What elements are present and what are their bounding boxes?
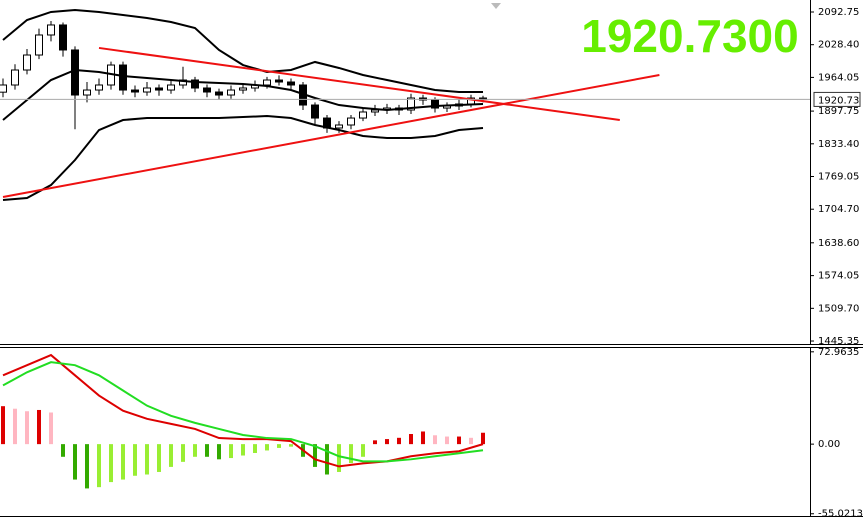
y-tick-label: 1509.70 bbox=[818, 303, 859, 314]
candle-body bbox=[311, 104, 319, 119]
candle-body bbox=[23, 54, 31, 71]
histogram-bar bbox=[421, 431, 425, 445]
y-tick-label: 2028.40 bbox=[818, 40, 859, 51]
y-tick-label: 72.9635 bbox=[818, 347, 859, 358]
candle-body bbox=[167, 84, 175, 91]
histogram-bar bbox=[205, 444, 209, 457]
histogram-bar bbox=[133, 444, 137, 476]
y-tick-label: 1964.05 bbox=[818, 72, 859, 83]
histogram-bar bbox=[229, 444, 233, 459]
histogram-bar bbox=[433, 435, 437, 445]
last-price-label: 1920.73 bbox=[818, 95, 859, 106]
macd-line bbox=[2, 361, 484, 463]
candle-body bbox=[263, 79, 271, 86]
histogram-bar bbox=[193, 444, 197, 457]
candle-body bbox=[239, 87, 247, 91]
histogram-bar bbox=[121, 444, 125, 480]
histogram-bar bbox=[157, 444, 161, 472]
candle-body bbox=[59, 24, 67, 51]
y-tick-label: 1574.05 bbox=[818, 271, 859, 282]
y-tick-label: 1445.35 bbox=[818, 336, 859, 347]
price-plot bbox=[0, 8, 810, 202]
candle-body bbox=[0, 84, 7, 93]
histogram-bar bbox=[145, 444, 149, 475]
bollinger-band bbox=[2, 68, 484, 121]
candle-body bbox=[47, 24, 55, 36]
candle-body bbox=[407, 97, 415, 111]
histogram-bar bbox=[109, 444, 113, 483]
chart-title: 1920.7300 bbox=[581, 10, 798, 62]
histogram-bar bbox=[481, 432, 485, 445]
histogram-bar bbox=[37, 409, 41, 445]
candle-body bbox=[335, 124, 343, 129]
candle-body bbox=[191, 79, 199, 89]
histogram-bar bbox=[409, 434, 413, 445]
y-tick-label: 1897.75 bbox=[818, 106, 859, 117]
y-tick-label: 1833.40 bbox=[818, 139, 859, 150]
candle-body bbox=[11, 69, 19, 86]
candle-body bbox=[371, 109, 379, 113]
histogram-bar bbox=[181, 444, 185, 462]
candle-body bbox=[83, 89, 91, 96]
histogram-bar bbox=[265, 444, 269, 451]
histogram-bar bbox=[445, 436, 449, 445]
candle-body bbox=[155, 87, 163, 91]
histogram-bar bbox=[85, 444, 89, 489]
histogram-bar bbox=[169, 444, 173, 467]
histogram-bar bbox=[217, 444, 221, 460]
y-tick-label: 1769.05 bbox=[818, 172, 859, 183]
bollinger-band bbox=[2, 8, 483, 94]
histogram-bar bbox=[241, 444, 245, 456]
last-price-box bbox=[813, 91, 861, 107]
histogram-bar bbox=[385, 439, 389, 445]
trend-line bbox=[2, 74, 660, 198]
histogram-bar bbox=[337, 444, 341, 472]
candle-body bbox=[131, 89, 139, 93]
candle-body bbox=[203, 87, 211, 93]
candle-body bbox=[119, 64, 127, 91]
macd-line bbox=[2, 353, 484, 468]
histogram-bar bbox=[325, 444, 329, 475]
histogram-bar bbox=[469, 437, 473, 445]
histogram-bar bbox=[1, 406, 5, 445]
candle-body bbox=[431, 99, 439, 109]
histogram-bar bbox=[361, 444, 365, 457]
histogram-bar bbox=[25, 411, 29, 445]
y-tick-label: 1704.70 bbox=[818, 204, 859, 215]
candle-body bbox=[71, 49, 79, 96]
candle-body bbox=[95, 84, 103, 91]
histogram-bar bbox=[277, 444, 281, 448]
histogram-bar bbox=[313, 444, 317, 467]
y-tick-label: -55.0213 bbox=[818, 509, 863, 520]
histogram-bar bbox=[253, 444, 257, 453]
candle-body bbox=[359, 111, 367, 119]
shift-marker bbox=[491, 3, 501, 9]
candle-body bbox=[287, 81, 295, 86]
histogram-bar bbox=[73, 444, 77, 480]
candle-body bbox=[275, 79, 283, 83]
histogram-bar bbox=[289, 444, 293, 447]
candle-body bbox=[227, 89, 235, 96]
indicator-plot bbox=[1, 353, 485, 489]
histogram-bar bbox=[373, 440, 377, 445]
axes: 2092.75 2028.40 1964.05 1897.75 1833.40 1769.… bbox=[581, 7, 863, 520]
candle-body bbox=[347, 117, 355, 126]
histogram-bar bbox=[49, 412, 53, 445]
y-tick-label: 1638.60 bbox=[818, 238, 859, 249]
histogram-bar bbox=[349, 444, 353, 464]
trend-line bbox=[98, 46, 620, 122]
histogram-bar bbox=[457, 436, 461, 445]
candle-body bbox=[143, 87, 151, 93]
y-tick-label: 2092.75 bbox=[818, 7, 859, 18]
candle-body bbox=[35, 34, 43, 56]
histogram-bar bbox=[61, 444, 65, 457]
y-tick-label: 0.00 bbox=[818, 439, 840, 450]
bollinger-band bbox=[2, 115, 484, 202]
histogram-bar bbox=[97, 444, 101, 488]
histogram-bar bbox=[13, 408, 17, 445]
candle-body bbox=[215, 91, 223, 96]
histogram-bar bbox=[397, 437, 401, 445]
